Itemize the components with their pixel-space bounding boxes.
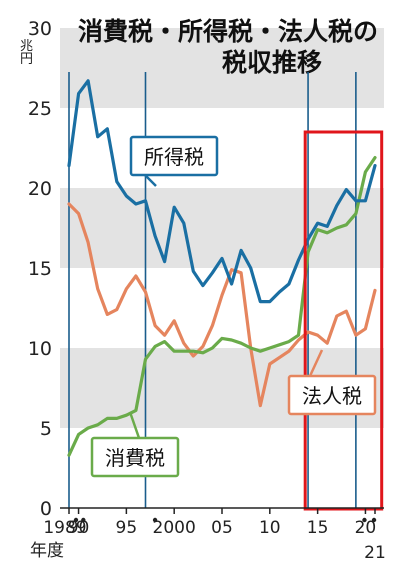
annotation-box-corporate — [287, 374, 377, 416]
x-tick-label: 21 — [364, 543, 386, 563]
annotation-label-corporate: 法人税 — [302, 384, 362, 408]
x-tick-label: 90 — [68, 518, 90, 538]
grid-bands — [60, 28, 384, 428]
series-line-income — [67, 79, 377, 304]
annotation-leader-consumption — [128, 411, 141, 439]
series-line-corporate — [67, 202, 377, 408]
y-tick-label: 10 — [28, 338, 52, 360]
y-tick-label: 30 — [28, 18, 52, 40]
grid-band — [60, 28, 384, 108]
annotation-box-consumption — [90, 436, 180, 478]
x-tick-label: 10 — [259, 518, 281, 538]
x-minor-dot — [73, 517, 79, 523]
x-tick-label: 1989 — [43, 518, 86, 538]
title-line-2: 税収推移 — [222, 48, 322, 77]
grid-band — [60, 188, 384, 268]
x-minor-dot — [152, 517, 158, 523]
annotation-leader-income — [144, 174, 157, 187]
x-axis-label: 年度 — [30, 541, 64, 561]
x-tick-label: 2000 — [153, 518, 196, 538]
x-minor-dot — [362, 517, 367, 523]
x-minor-dot — [371, 517, 377, 523]
chart-title: 消費税・所得税・法人税の 税収推移 — [78, 17, 378, 77]
annotation-label-consumption: 消費税 — [105, 446, 165, 470]
title-line-1: 消費税・所得税・法人税の — [78, 17, 378, 46]
highlight-box — [303, 130, 384, 511]
series-line-consumption — [67, 156, 377, 457]
annotation-box-income — [129, 135, 219, 177]
annotation-leader-corporate — [308, 349, 324, 377]
y-tick-label: 5 — [40, 418, 52, 440]
y-unit-top: 兆 — [20, 39, 33, 54]
y-unit-bottom: 円 — [20, 52, 33, 67]
y-axis-ticks: 0 5 10 15 20 25 30 — [28, 18, 52, 520]
y-tick-label: 0 — [40, 498, 52, 520]
y-tick-label: 15 — [28, 258, 52, 280]
series-lines — [67, 79, 377, 457]
x-tick-label: 15 — [307, 518, 329, 538]
x-tick-label: 95 — [116, 518, 138, 538]
x-minor-dot — [81, 517, 86, 523]
x-tick-label: 05 — [211, 518, 233, 538]
x-tick-label: 20 — [355, 518, 377, 538]
y-tick-label: 20 — [28, 178, 52, 200]
annotation-label-income: 所得税 — [144, 145, 204, 169]
y-tick-label: 25 — [28, 98, 52, 120]
